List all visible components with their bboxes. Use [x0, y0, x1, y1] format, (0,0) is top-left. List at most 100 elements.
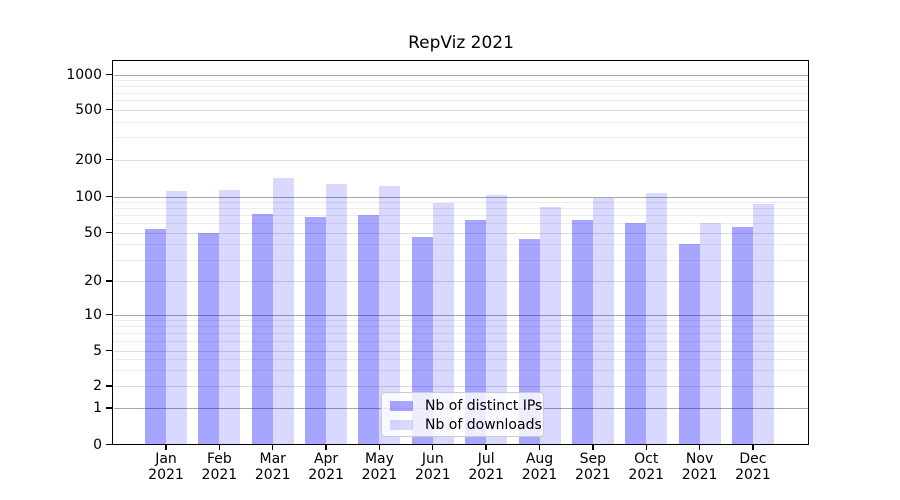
- y-tick-label: 1000: [66, 66, 102, 83]
- y-tick-mark: [106, 443, 112, 446]
- gridline: [114, 92, 808, 94]
- gridline: [114, 223, 808, 225]
- gridline: [114, 326, 808, 328]
- chart-title: RepViz 2021: [408, 33, 514, 53]
- legend-label: Nb of downloads: [425, 416, 542, 433]
- bar-ips-apr: [305, 217, 327, 445]
- y-tick-label: 200: [75, 151, 102, 168]
- gridline: [114, 244, 808, 246]
- gridline: [114, 100, 808, 102]
- x-tick-label: Oct 2021: [628, 451, 665, 483]
- x-tick-label: Jul 2021: [468, 451, 504, 483]
- x-tick-label: Apr 2021: [308, 451, 344, 483]
- bar-downloads-mar: [272, 177, 294, 445]
- y-tick-label: 20: [84, 273, 102, 289]
- gridline: [114, 137, 808, 139]
- x-tick-mark: [752, 445, 754, 450]
- x-tick-mark: [698, 445, 701, 450]
- x-tick-label: Aug 2021: [521, 451, 558, 483]
- bar-downloads-dec: [752, 204, 774, 445]
- bar-downloads-jun: [432, 203, 454, 445]
- legend-item: Nb of distinct IPs: [382, 396, 543, 415]
- y-tick-mark: [106, 407, 112, 409]
- y-tick-mark: [106, 73, 112, 76]
- legend-swatch-distinct-ips: [390, 400, 413, 411]
- gridline: [114, 196, 808, 198]
- bar-downloads-sep: [592, 197, 614, 445]
- bar-downloads-may: [379, 185, 401, 445]
- bar-downloads-feb: [219, 189, 241, 445]
- gridline: [114, 333, 808, 335]
- y-tick-mark: [106, 280, 112, 282]
- gridline: [114, 109, 808, 111]
- bar-ips-nov: [678, 244, 700, 445]
- gridline: [114, 341, 808, 343]
- x-tick-mark: [538, 445, 541, 450]
- x-tick-mark: [272, 445, 274, 450]
- y-tick-label: 2: [93, 378, 102, 394]
- x-tick-mark: [378, 445, 381, 450]
- gridline: [114, 85, 808, 87]
- plot-area: [112, 60, 809, 445]
- legend-swatch-downloads: [390, 419, 413, 430]
- y-tick-mark: [106, 313, 112, 316]
- gridline: [114, 159, 808, 161]
- x-tick-label: Jun 2021: [414, 451, 451, 483]
- x-tick-label: Sep 2021: [575, 451, 611, 483]
- gridline: [114, 259, 808, 261]
- y-tick-mark: [106, 385, 112, 387]
- gridline: [114, 208, 808, 210]
- bar-ips-jan: [145, 228, 166, 445]
- y-tick-label: 0: [93, 436, 102, 453]
- gridline: [114, 232, 808, 234]
- gridline: [114, 201, 808, 203]
- bar-downloads-jul: [486, 194, 508, 445]
- bar-ips-sep: [571, 220, 593, 445]
- bar-ips-may: [358, 215, 380, 445]
- bar-downloads-aug: [539, 206, 561, 445]
- y-tick-label: 100: [75, 188, 102, 205]
- bar-downloads-nov: [699, 223, 721, 445]
- bar-ips-jul: [465, 219, 487, 445]
- gridline: [114, 370, 808, 372]
- x-tick-label: Nov 2021: [681, 451, 718, 483]
- y-tick-label: 5: [93, 342, 102, 359]
- gridline: [114, 319, 808, 321]
- gridline: [114, 121, 808, 123]
- x-tick-label: Dec 2021: [735, 451, 771, 483]
- x-tick-mark: [645, 445, 647, 450]
- x-tick-label: Feb 2021: [201, 451, 238, 483]
- x-tick-label: Jan 2021: [148, 451, 184, 483]
- y-tick-label: 50: [84, 224, 102, 241]
- x-tick-mark: [165, 445, 167, 450]
- gridline: [114, 386, 808, 387]
- y-tick-mark: [106, 349, 112, 352]
- legend-label: Nb of distinct IPs: [425, 397, 543, 414]
- bar-ips-mar: [251, 214, 273, 445]
- gridline: [114, 350, 808, 352]
- bar-downloads-oct: [646, 193, 668, 445]
- gridline: [114, 74, 808, 76]
- gridline: [114, 79, 808, 81]
- x-tick-label: May 2021: [361, 451, 398, 483]
- x-tick-mark: [325, 445, 327, 450]
- y-tick-mark: [106, 195, 112, 198]
- legend: Nb of distinct IPs Nb of downloads: [381, 392, 544, 437]
- bar-ips-oct: [625, 223, 647, 445]
- legend-item: Nb of downloads: [382, 415, 543, 434]
- bar-ips-dec: [731, 226, 753, 445]
- gridline: [114, 314, 808, 316]
- y-tick-mark: [106, 231, 112, 234]
- gridline: [114, 359, 808, 361]
- gridline: [114, 215, 808, 217]
- bar-downloads-jan: [166, 190, 187, 445]
- x-tick-mark: [485, 445, 487, 450]
- y-tick-mark: [106, 158, 112, 161]
- bar-ips-feb: [198, 232, 220, 445]
- x-tick-mark: [432, 445, 434, 450]
- bar-downloads-apr: [326, 184, 348, 445]
- y-tick-label: 10: [84, 306, 102, 323]
- y-tick-label: 500: [75, 101, 102, 118]
- x-tick-label: Mar 2021: [254, 451, 291, 483]
